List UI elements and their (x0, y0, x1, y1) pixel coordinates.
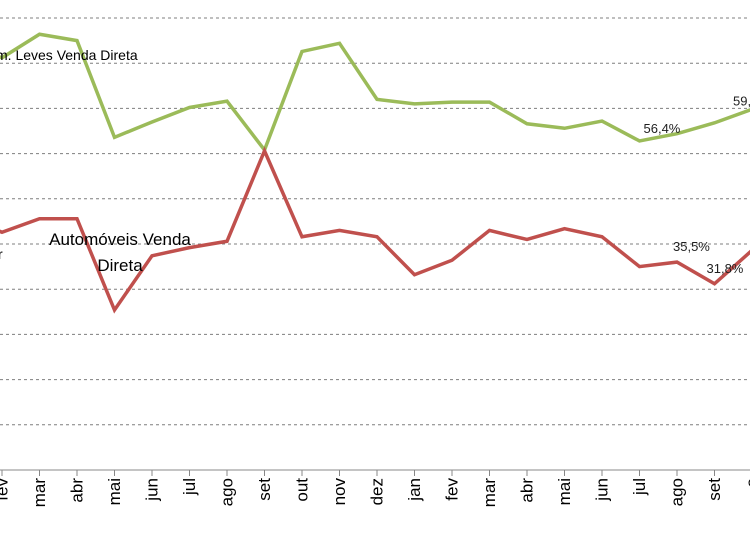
clipped-label: r (0, 246, 3, 262)
x-tick-label: abr (518, 478, 537, 503)
gridlines (0, 17, 750, 426)
data-label: 31,8% (707, 261, 744, 276)
x-tick-label: mar (480, 478, 499, 508)
x-tick-label: nov (330, 478, 349, 506)
x-tick-label: set (255, 478, 274, 501)
x-tick-label: fev (0, 478, 12, 501)
x-tick-label: jan (405, 478, 424, 502)
x-tick-label: out (293, 478, 312, 502)
x-tick-label: abr (68, 478, 87, 503)
x-tick-label: jun (593, 478, 612, 502)
chart-labels: m. Leves Venda Direta Automóveis Venda Dir… (0, 47, 750, 276)
x-tick-label: ago (668, 478, 687, 506)
x-tick-label: ago (218, 478, 237, 506)
x-tick-label: o (743, 478, 750, 487)
data-label: 35,5% (673, 239, 710, 254)
data-label: 59, (733, 93, 750, 108)
series-label: Direta (97, 256, 143, 275)
x-tick-label: jul (630, 478, 649, 496)
x-tick-label: dez (368, 478, 387, 505)
x-tick-label: set (705, 478, 724, 501)
x-tick-label: mai (105, 478, 124, 505)
x-tick-label: jun (143, 478, 162, 502)
series-label: Automóveis Venda (49, 230, 191, 249)
series-lines (0, 32, 750, 314)
x-tick-label: mai (555, 478, 574, 505)
x-tick-label: jul (180, 478, 199, 496)
x-tick-label: fev (443, 478, 462, 501)
data-label: 56,4% (644, 121, 681, 136)
x-axis-ticks: fev mar abr mai jun jul ago set out nov dez jan fev m… (0, 470, 750, 507)
series-label: m. Leves Venda Direta (0, 47, 138, 63)
x-tick-label: mar (30, 478, 49, 508)
